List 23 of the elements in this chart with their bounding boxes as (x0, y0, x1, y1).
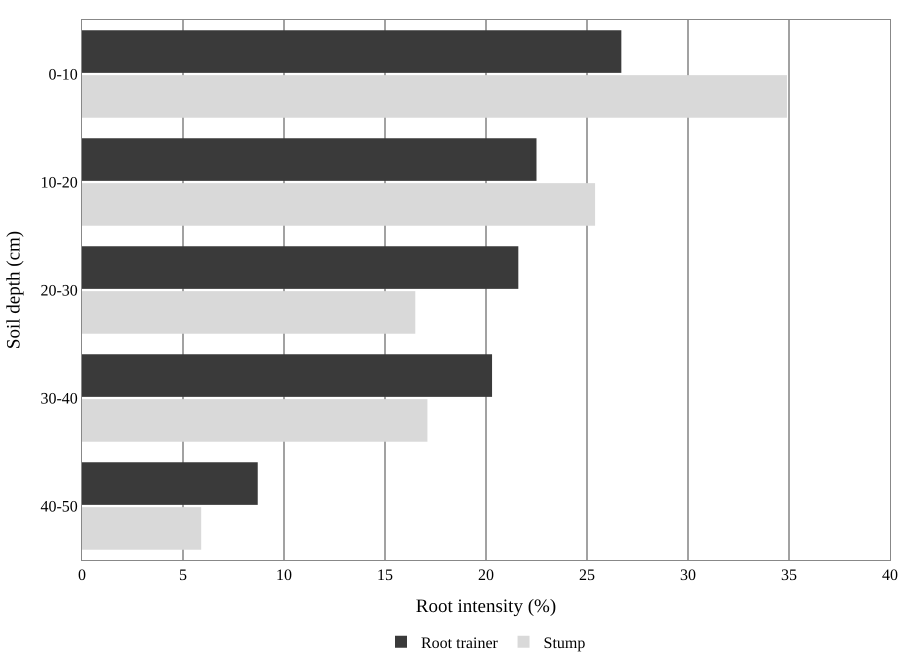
bar (82, 399, 428, 442)
x-tick-label: 10 (276, 567, 292, 584)
x-tick-label: 35 (781, 567, 797, 584)
x-tick-label: 30 (680, 567, 696, 584)
x-tick-label: 20 (478, 567, 494, 584)
bar (82, 75, 787, 118)
y-axis-title: Soil depth (cm) (3, 230, 24, 350)
y-tick-label: 30-40 (40, 390, 78, 408)
y-tick-label: 40-50 (40, 498, 78, 516)
y-tick-label: 0-10 (48, 66, 78, 84)
legend-label: Root trainer (421, 634, 499, 652)
x-tick-label: 5 (179, 567, 187, 584)
legend-label: Stump (544, 634, 586, 652)
x-tick-label: 0 (78, 567, 86, 584)
x-axis-title: Root intensity (%) (416, 596, 556, 617)
y-tick-label: 20-30 (40, 282, 78, 300)
x-tick-label: 15 (377, 567, 393, 584)
y-tick-label: 10-20 (40, 174, 78, 192)
x-tick-label: 40 (882, 567, 898, 584)
bar (82, 183, 596, 226)
x-tick-label: 25 (579, 567, 595, 584)
bar (82, 507, 202, 550)
bar (82, 291, 416, 334)
